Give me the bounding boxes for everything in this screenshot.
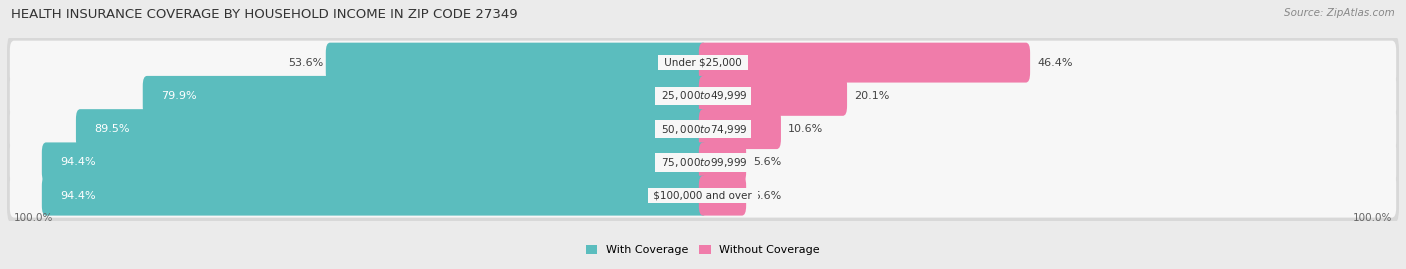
Text: Source: ZipAtlas.com: Source: ZipAtlas.com [1284,8,1395,18]
Text: $50,000 to $74,999: $50,000 to $74,999 [658,123,748,136]
Text: 53.6%: 53.6% [288,58,323,68]
Text: $25,000 to $49,999: $25,000 to $49,999 [658,89,748,102]
FancyBboxPatch shape [7,33,1399,92]
FancyBboxPatch shape [10,107,1396,151]
Text: Under $25,000: Under $25,000 [661,58,745,68]
FancyBboxPatch shape [7,100,1399,159]
FancyBboxPatch shape [143,76,707,116]
Text: 5.6%: 5.6% [754,157,782,167]
FancyBboxPatch shape [699,142,747,182]
FancyBboxPatch shape [42,142,707,182]
Legend: With Coverage, Without Coverage: With Coverage, Without Coverage [586,245,820,255]
FancyBboxPatch shape [699,109,780,149]
FancyBboxPatch shape [699,43,1031,83]
Text: 94.4%: 94.4% [60,157,96,167]
FancyBboxPatch shape [699,176,747,215]
Text: 20.1%: 20.1% [853,91,890,101]
FancyBboxPatch shape [10,74,1396,118]
Text: 94.4%: 94.4% [60,191,96,201]
FancyBboxPatch shape [7,66,1399,125]
FancyBboxPatch shape [7,166,1399,225]
FancyBboxPatch shape [76,109,707,149]
FancyBboxPatch shape [7,133,1399,192]
FancyBboxPatch shape [42,176,707,215]
Text: 79.9%: 79.9% [160,91,197,101]
FancyBboxPatch shape [10,41,1396,84]
Text: 5.6%: 5.6% [754,191,782,201]
FancyBboxPatch shape [10,140,1396,184]
FancyBboxPatch shape [10,174,1396,218]
Text: HEALTH INSURANCE COVERAGE BY HOUSEHOLD INCOME IN ZIP CODE 27349: HEALTH INSURANCE COVERAGE BY HOUSEHOLD I… [11,8,517,21]
Text: 100.0%: 100.0% [14,213,53,223]
Text: 100.0%: 100.0% [1353,213,1392,223]
Text: 10.6%: 10.6% [787,124,823,134]
Text: 46.4%: 46.4% [1038,58,1073,68]
FancyBboxPatch shape [326,43,707,83]
FancyBboxPatch shape [699,76,846,116]
Text: $75,000 to $99,999: $75,000 to $99,999 [658,156,748,169]
Text: 89.5%: 89.5% [94,124,129,134]
Text: $100,000 and over: $100,000 and over [651,191,755,201]
